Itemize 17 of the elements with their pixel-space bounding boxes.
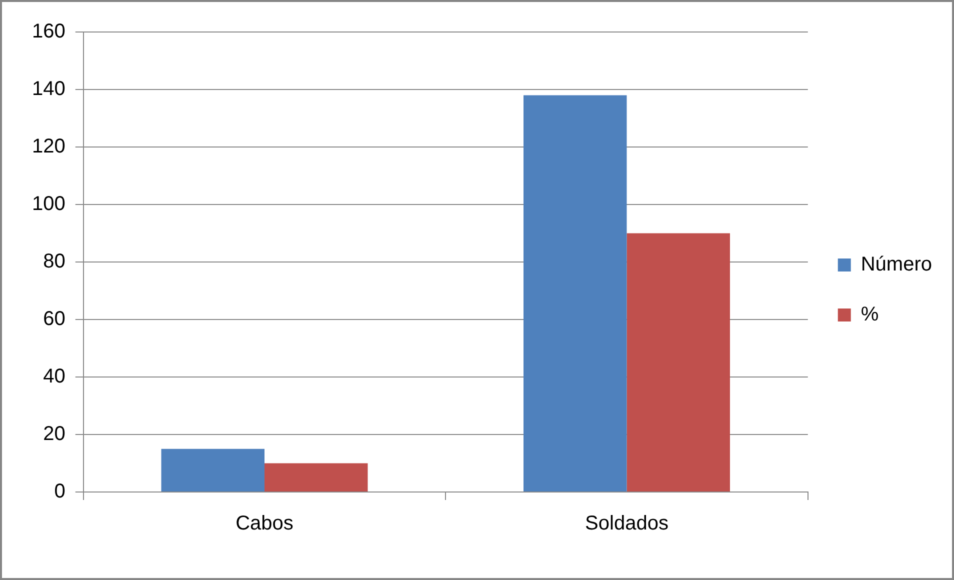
y-tick-label: 140: [32, 78, 66, 100]
y-tick-label: 20: [43, 423, 66, 446]
y-tick-label: 100: [32, 193, 66, 216]
y-tick-label: 60: [43, 308, 66, 330]
x-tick-label: Cabos: [236, 512, 294, 535]
bar: [264, 463, 368, 492]
y-tick-label: 0: [54, 480, 66, 503]
bar: [626, 233, 730, 492]
legend-label: %: [860, 304, 879, 326]
y-tick-label: 120: [32, 136, 66, 158]
bar: [524, 95, 627, 492]
y-tick-label: 160: [32, 20, 66, 43]
legend-label: Número: [860, 254, 932, 276]
x-tick-label: Soldados: [585, 512, 668, 535]
y-tick-label: 40: [43, 366, 66, 388]
bar: [161, 448, 264, 492]
y-tick-label: 80: [43, 250, 66, 273]
